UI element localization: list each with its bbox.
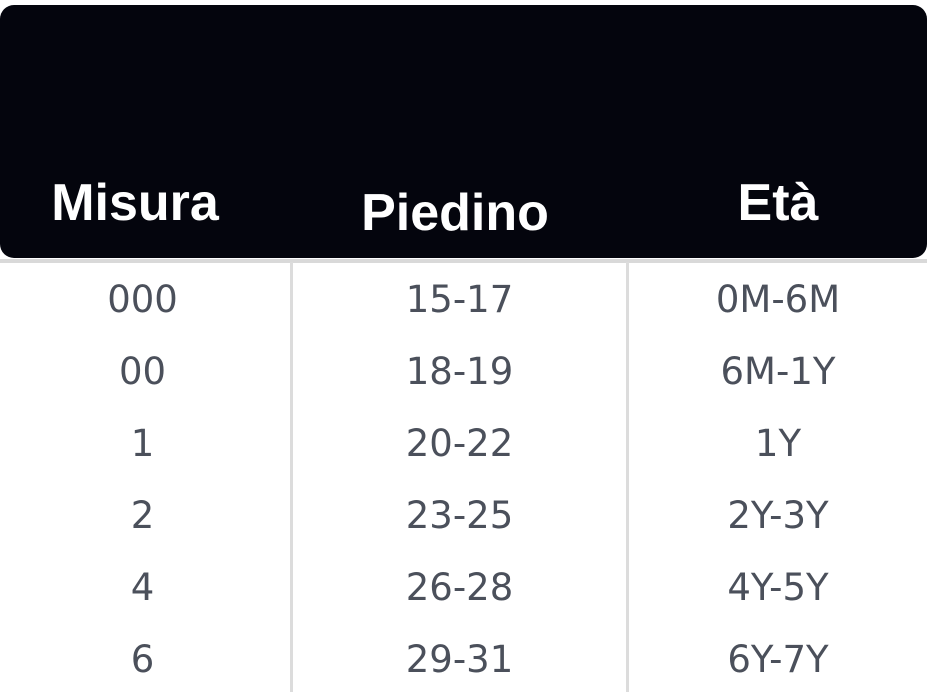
column-divider [626, 262, 629, 692]
cell-misura: 00 [118, 350, 167, 393]
header-piedino: Piedino [361, 184, 549, 242]
cell-eta: 6M-1Y [720, 350, 836, 393]
cell-eta: 6Y-7Y [727, 638, 829, 681]
header-divider [0, 259, 927, 263]
cell-piedino: 20-22 [405, 422, 514, 465]
cell-eta: 0M-6M [715, 278, 841, 321]
cell-piedino: 26-28 [405, 566, 514, 609]
header-misura: Misura [51, 174, 219, 232]
cell-eta: 1Y [754, 422, 802, 465]
cell-misura: 2 [130, 494, 155, 537]
cell-piedino: 18-19 [405, 350, 514, 393]
cell-misura: 1 [130, 422, 155, 465]
cell-misura: 4 [130, 566, 155, 609]
header-eta: Età [737, 174, 819, 232]
cell-misura: 000 [107, 278, 178, 321]
cell-misura: 6 [130, 638, 155, 681]
column-divider [290, 262, 293, 692]
cell-piedino: 29-31 [405, 638, 514, 681]
cell-eta: 2Y-3Y [727, 494, 829, 537]
table-header: Misura Piedino Età [0, 5, 927, 258]
cell-eta: 4Y-5Y [727, 566, 829, 609]
cell-piedino: 15-17 [405, 278, 514, 321]
cell-piedino: 23-25 [405, 494, 514, 537]
